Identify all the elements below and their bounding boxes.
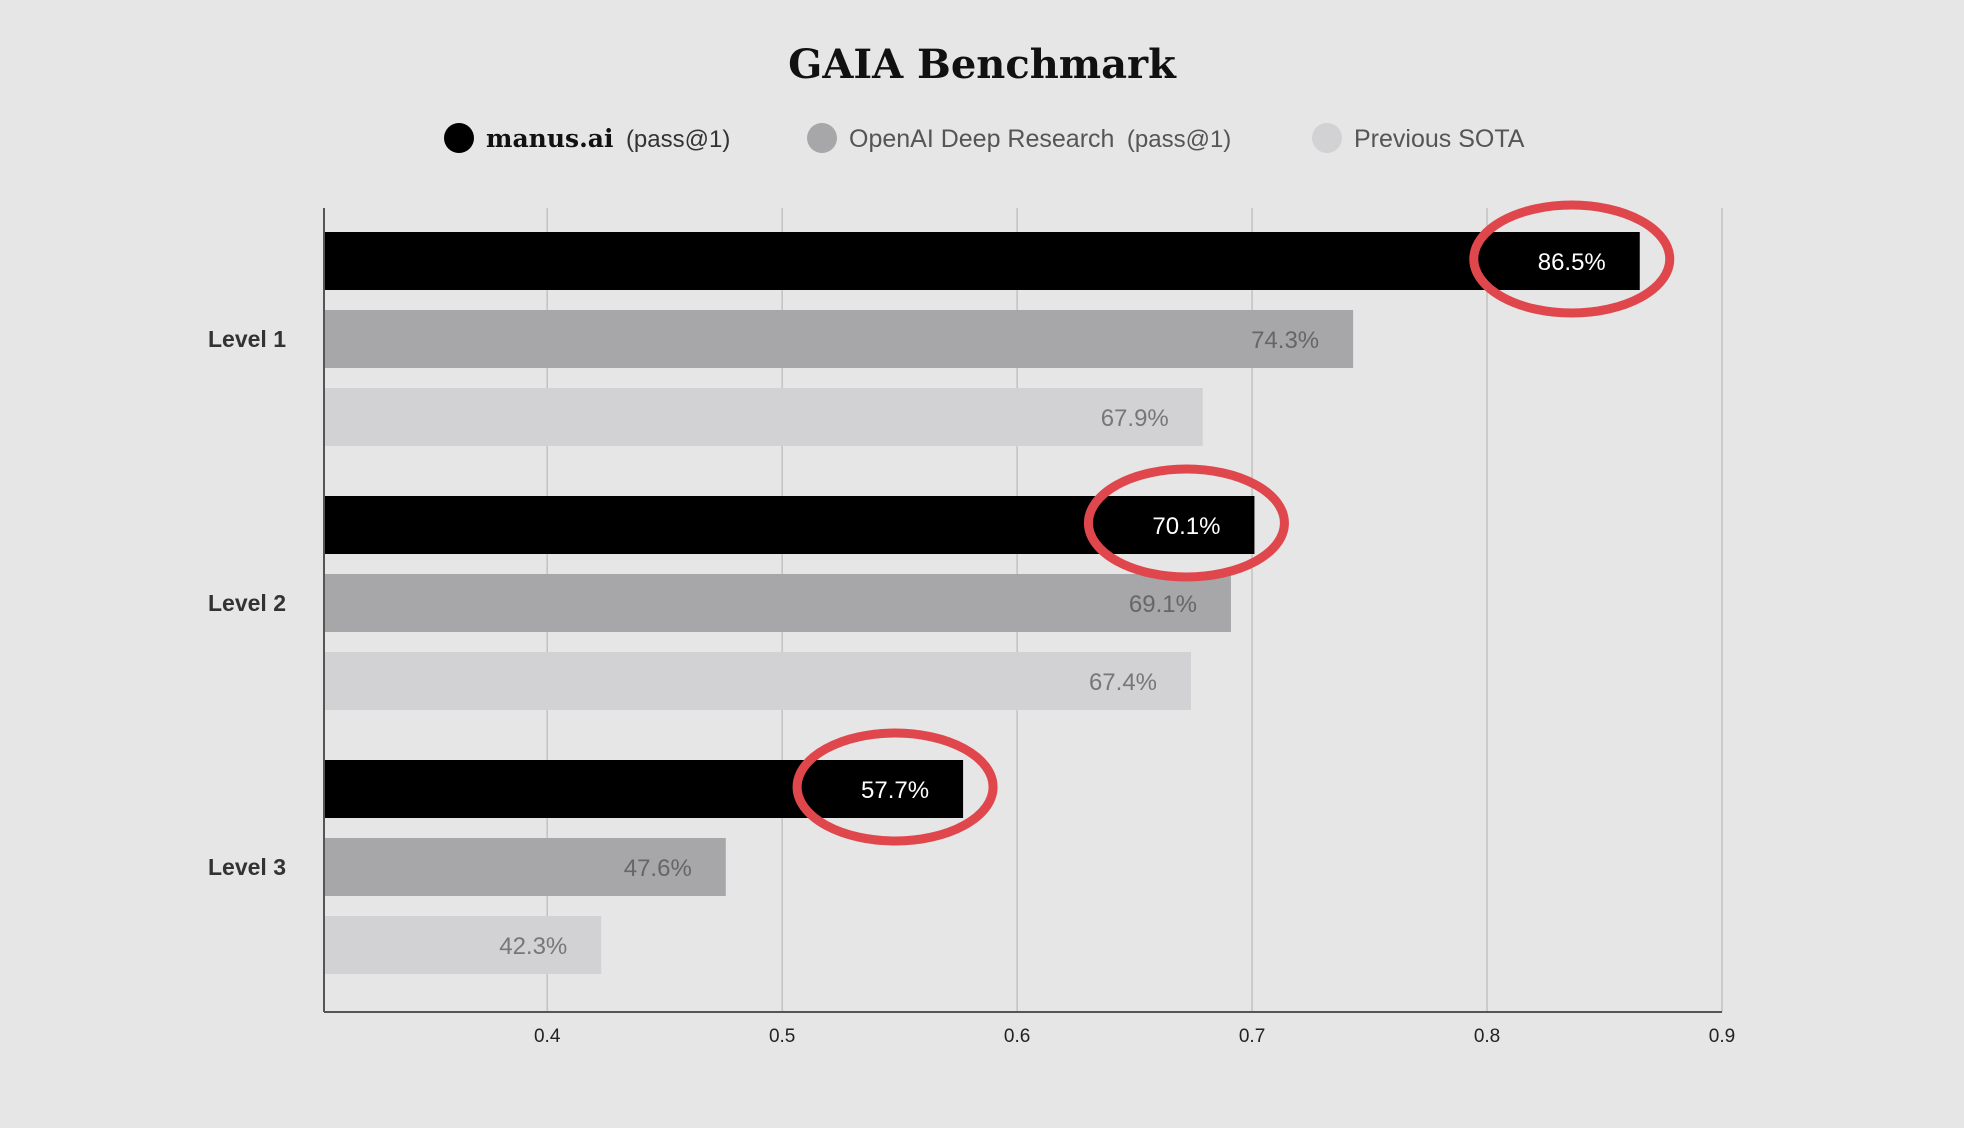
value-label-previous-sota-level-1: 67.9%: [1101, 405, 1169, 432]
x-tick-labels: 0.4 0.5 0.6 0.7 0.8 0.9: [534, 1026, 1735, 1047]
value-label-manus-ai-level-1: 86.5%: [1538, 249, 1606, 276]
chart-title: GAIA Benchmark: [788, 41, 1177, 88]
value-label-previous-sota-level-2: 67.4%: [1089, 669, 1157, 696]
value-label-openai-deep-research-level-1: 74.3%: [1251, 327, 1319, 354]
value-label-manus-ai-level-2: 70.1%: [1152, 513, 1220, 540]
axes: [323, 208, 1722, 1013]
legend-swatch-manus: [444, 123, 474, 153]
highlight-ellipse-level-1: [1469, 200, 1675, 318]
bar-manus-ai-level-2: [325, 496, 1255, 554]
x-tick-label-0-5: 0.5: [769, 1026, 795, 1047]
bar-openai-deep-research-level-2: [325, 574, 1231, 632]
value-label-previous-sota-level-3: 42.3%: [499, 933, 567, 960]
legend-swatch-openai: [807, 123, 837, 153]
x-tick-label-0-8: 0.8: [1474, 1026, 1500, 1047]
x-tick-label-0-9: 0.9: [1709, 1026, 1735, 1047]
value-labels: 86.5% 74.3% 67.9% 70.1% 69.1% 67.4% 57.7% 47.6%…: [499, 249, 1606, 960]
category-label-level-2: Level 2: [208, 590, 286, 616]
bar-manus-ai-level-1: [325, 232, 1640, 290]
category-label-level-3: Level 3: [208, 854, 286, 880]
bar-previous-sota-level-3: [325, 916, 602, 974]
bar-openai-deep-research-level-1: [325, 310, 1354, 368]
legend-label-manus: manus.ai: [486, 124, 613, 153]
highlight-ellipse-level-3: [792, 728, 998, 846]
legend-item-openai: OpenAI Deep Research (pass@1): [807, 123, 1231, 153]
value-label-manus-ai-level-3: 57.7%: [861, 777, 929, 804]
x-tick-label-0-6: 0.6: [1004, 1026, 1030, 1047]
category-labels: Level 1 Level 2 Level 3: [208, 326, 286, 880]
legend-item-previous-sota: Previous SOTA: [1312, 123, 1525, 153]
highlight-ellipses: [792, 200, 1675, 846]
value-label-openai-deep-research-level-3: 47.6%: [624, 855, 692, 882]
legend-label-openai: OpenAI Deep Research: [849, 125, 1114, 153]
x-tick-label-0-7: 0.7: [1239, 1026, 1265, 1047]
highlight-ellipse-level-2: [1083, 464, 1289, 582]
svg-text:manus.ai (pass@1): manus.ai (pass@1): [486, 124, 730, 153]
legend-label-previous-sota: Previous SOTA: [1354, 125, 1525, 153]
legend-suffix-manus: (pass@1): [626, 126, 730, 153]
bar-previous-sota-level-1: [325, 388, 1203, 446]
category-label-level-1: Level 1: [208, 326, 286, 352]
svg-text:OpenAI Deep Research (: OpenAI Deep Research (pass@1): [849, 125, 1231, 153]
bar-manus-ai-level-3: [325, 760, 964, 818]
legend-swatch-previous-sota: [1312, 123, 1342, 153]
bars: [325, 232, 1640, 974]
bar-previous-sota-level-2: [325, 652, 1191, 710]
legend-item-manus: manus.ai (pass@1): [444, 123, 730, 153]
bar-openai-deep-research-level-3: [325, 838, 726, 896]
x-tick-label-0-4: 0.4: [534, 1026, 561, 1047]
legend: manus.ai (pass@1) OpenAI Deep Research (…: [444, 123, 1525, 153]
svg-text:Previous SOTA: Previous SOTA: [1354, 125, 1525, 153]
legend-suffix-openai: (pass@1): [1127, 126, 1231, 153]
value-label-openai-deep-research-level-2: 69.1%: [1129, 591, 1197, 618]
